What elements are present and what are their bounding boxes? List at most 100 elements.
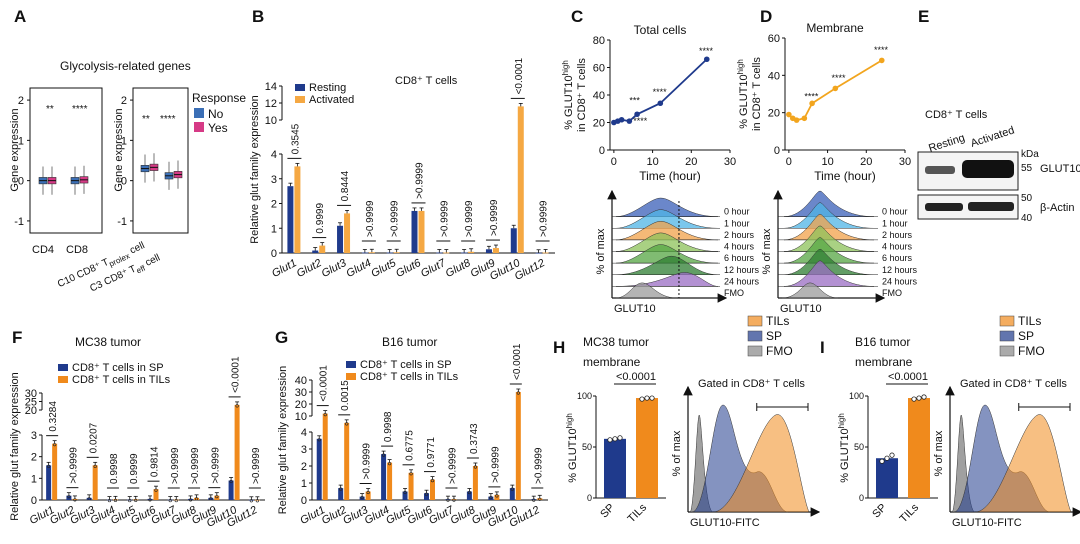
panelB-bar-a [436, 252, 443, 254]
panelF-bar-a [248, 499, 254, 501]
a-ytick-label-right: 1 [121, 135, 127, 147]
panelD-ylabel-line1: % GLUT10high [736, 59, 750, 129]
panelG-dot [387, 462, 392, 466]
panelF-dot [194, 497, 199, 501]
panelH-hist-ylabel: % of max [671, 430, 683, 476]
panelB-pvalue: <0.0001 [514, 58, 525, 95]
panelF-bar-b [133, 499, 139, 501]
panelB-ytick-label: 4 [271, 149, 277, 161]
a-ytick-label-right: 0 [121, 176, 127, 188]
panelF-pvalue: >0.9999 [251, 447, 262, 484]
panelF-bar-b [173, 499, 179, 501]
panelB-pvalue: 0.3545 [290, 123, 301, 154]
panelG-bar-a [381, 454, 387, 500]
panelD-ylabel-line2: in CD8⁺ T cells [751, 57, 763, 131]
panelF-bar-b [153, 489, 159, 500]
panelG-bar-a [466, 491, 472, 500]
f-legend-sp-swatch [58, 364, 68, 371]
panelI-ytick-label: 100 [849, 391, 864, 401]
panelH-pvalue: <0.0001 [616, 371, 656, 383]
histD-hist-curve [783, 190, 875, 217]
panelF-dot [134, 498, 138, 502]
panelI-legend-swatch [999, 345, 1015, 357]
panelF-ytick-label: 3 [31, 430, 37, 442]
panelG-bar-b [344, 422, 350, 500]
panelG-ytick-label: 4 [301, 427, 307, 439]
panelD-point [878, 57, 885, 64]
panelH-point [649, 395, 655, 401]
panelH-title: MC38 tumor [583, 335, 649, 349]
a-title: Glycolysis-related genes [60, 59, 191, 73]
panelH-xtick-label: SP [598, 502, 617, 521]
panelF-bar-a [46, 465, 52, 500]
g-legend-tils: CD8⁺ T cells in TILs [360, 371, 459, 383]
panelG-dot [446, 498, 450, 502]
panelB-bar-a [287, 186, 294, 253]
g-legend-tils-swatch [346, 373, 356, 380]
panelB-pvalue: >0.9999 [365, 200, 376, 237]
panelD-ytick-label: 40 [768, 70, 780, 82]
panelG-pvalue: >0.9999 [447, 447, 458, 484]
e-title: CD8⁺ T cells [925, 109, 988, 121]
panel-label-g: G [275, 328, 288, 347]
panelI-bar-sp [876, 458, 898, 498]
panelI-point [921, 394, 927, 400]
panelG-dot [403, 490, 407, 495]
panelF-bar-a [208, 497, 214, 500]
panel-label-e: E [918, 7, 929, 26]
panelG-bar-a [531, 499, 537, 500]
histC-hist-label: 1 hour [724, 218, 750, 228]
panelC-point [657, 100, 664, 107]
e-lane-activated: Activated [969, 124, 1016, 149]
panelD-xtick-label: 0 [786, 156, 792, 168]
panelB-bar-b [393, 252, 400, 254]
panelH-ylabel-sup: high [565, 413, 574, 428]
a-legend-yes: Yes [208, 121, 228, 135]
panelB-bar-a [461, 252, 468, 254]
a-ytick-label-right: -1 [117, 216, 127, 228]
panelD-point [832, 85, 839, 92]
histC-hist-label: 6 hours [724, 253, 755, 263]
panelB-bar-b [344, 213, 351, 253]
panelF-ytick-label: 25 [25, 397, 37, 409]
panelF-dot [113, 498, 118, 502]
panelB-pvalue: >0.9999 [439, 200, 450, 237]
panelI-ylabel-main: % GLUT10 [839, 428, 851, 482]
histD-hist-curve [783, 260, 875, 287]
panelB-bar-a [535, 252, 542, 254]
panelI-hist-tils [974, 414, 1072, 513]
panelF-dot [107, 498, 112, 503]
b-legend-activated: Activated [309, 94, 354, 106]
e-label-actin: β-Actin [1040, 202, 1074, 214]
histD-ylabel: % of max [761, 228, 773, 274]
panelC-point [626, 118, 633, 124]
panelH-bar-tils [636, 398, 658, 498]
panelG-bar-b [408, 472, 414, 500]
panelB-pvalue: >0.9999 [415, 162, 426, 199]
panelI-hist-xlabel: GLUT10-FITC [952, 517, 1022, 529]
panelF-bar-a [127, 499, 133, 501]
panelH-legend-label: TILs [766, 314, 789, 328]
histC-hist-curve [615, 232, 719, 252]
panelB-bar-a [312, 250, 319, 253]
panelF-dot [209, 497, 213, 501]
panel-label-d: D [760, 7, 772, 26]
panelD-ylabel-sup: high [736, 59, 745, 74]
panel-label-c: C [571, 7, 583, 26]
panelG-dot [381, 453, 386, 457]
histC-hist-label: FMO [724, 288, 744, 298]
histD-hist-curve [783, 248, 875, 275]
panelG-dot [345, 422, 349, 426]
panelB-bar-b [443, 252, 450, 254]
histD-hist-curve [783, 214, 875, 241]
panelG-ytick-label: 1 [301, 478, 307, 490]
histC-hist-curve [615, 197, 719, 217]
panelH-legend-swatch [747, 345, 763, 357]
panelG-dot [495, 494, 499, 498]
panelI-ylabel-sup: high [837, 413, 846, 428]
panelB-ytick-label: 14 [265, 81, 277, 93]
panelG-dot [323, 413, 327, 417]
panelG-dot [452, 498, 456, 502]
